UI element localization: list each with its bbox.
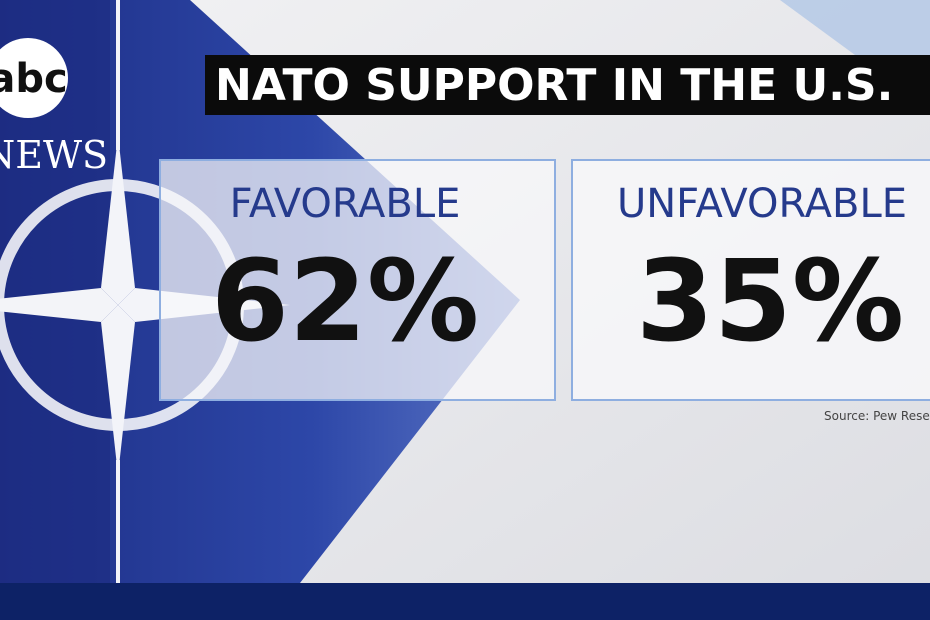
panel-value: 62% (211, 237, 479, 367)
panel-value: 35% (636, 237, 904, 367)
title-bar (205, 55, 930, 115)
title: NATO SUPPORT IN THE U.S. (215, 60, 893, 111)
panel-label: UNFAVORABLE (617, 181, 907, 227)
logo-word: NEWS (0, 133, 108, 177)
source: Source: Pew Resea (824, 409, 930, 423)
blue-panel-shade (0, 0, 110, 583)
bottom-bar (0, 583, 930, 620)
unfavorable-panel (571, 159, 930, 401)
favorable-panel (159, 159, 556, 401)
abc-logo-circle (0, 38, 68, 118)
panel-label: FAVORABLE (230, 181, 461, 227)
logo-mark: abc (0, 56, 68, 102)
